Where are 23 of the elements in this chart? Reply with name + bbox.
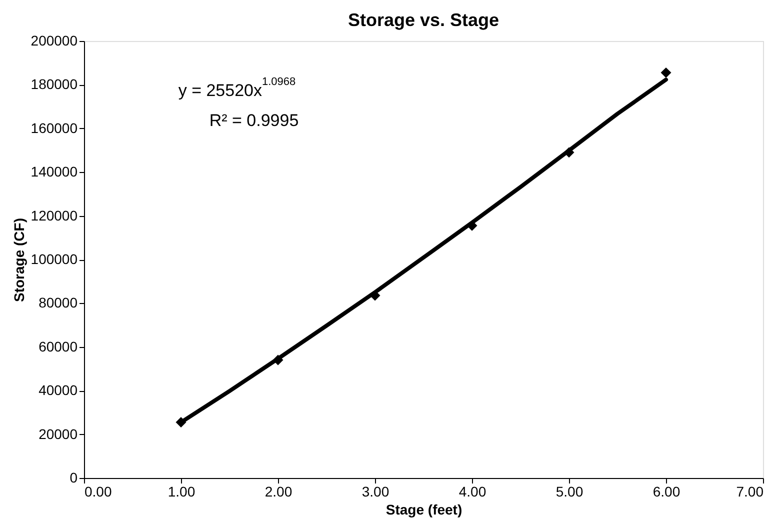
x-tick-label: 1.00 (168, 484, 196, 500)
annotation: R² = 0.9995 (209, 111, 299, 130)
y-tick-label: 40000 (38, 382, 78, 398)
y-tick-label: 80000 (38, 294, 78, 311)
x-tick-label: 2.00 (264, 484, 292, 500)
x-axis-title: Stage (feet) (386, 502, 462, 518)
x-tick-label: 5.00 (556, 484, 584, 500)
x-tick-label: 6.00 (652, 484, 680, 500)
y-tick-label: 180000 (30, 76, 78, 92)
y-axis-title: Storage (CF) (10, 218, 27, 302)
x-tick-label: 4.00 (458, 484, 486, 500)
y-tick-label: 100000 (30, 251, 78, 267)
y-tick-label: 120000 (30, 207, 78, 224)
y-tick-label: 160000 (30, 120, 78, 136)
y-tick-label: 200000 (30, 32, 78, 48)
y-tick-label: 20000 (38, 426, 78, 442)
x-tick-label: 0.00 (84, 484, 112, 500)
x-tick-label: 3.00 (362, 484, 390, 500)
y-tick-label: 140000 (30, 164, 78, 180)
y-tick-label: 0 (70, 470, 78, 486)
x-tick-label: 7.00 (736, 484, 764, 500)
y-tick-label: 60000 (38, 338, 78, 354)
chart-title: Storage vs. Stage (348, 10, 500, 30)
